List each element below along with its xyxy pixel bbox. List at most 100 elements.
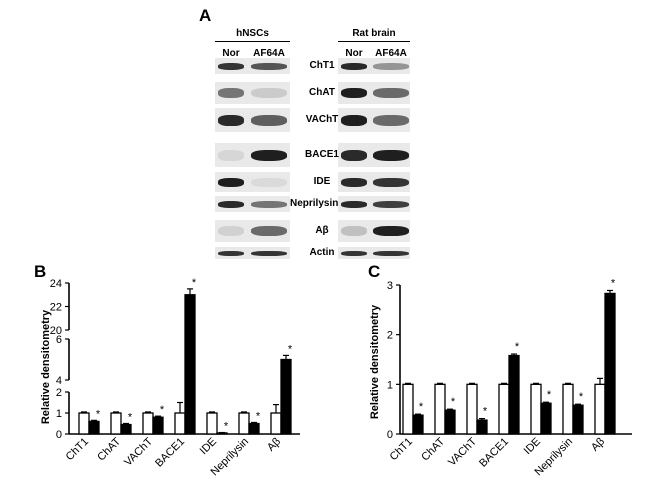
category-label: Aβ xyxy=(589,436,607,454)
blot-band xyxy=(373,200,409,208)
y-tick-label: 1 xyxy=(387,379,393,391)
blot-band xyxy=(373,114,409,126)
blot-band xyxy=(218,149,244,161)
blot-band xyxy=(251,88,287,98)
group-underline-hnscs xyxy=(215,41,290,42)
group-title-hnscs: hNSCs xyxy=(236,28,269,39)
significance-star: * xyxy=(128,412,133,424)
bar xyxy=(280,358,292,435)
bar xyxy=(444,409,456,435)
blot-band xyxy=(218,114,244,126)
blot-band xyxy=(218,250,244,256)
significance-star: * xyxy=(160,404,165,416)
significance-star: * xyxy=(224,421,229,433)
bar xyxy=(434,383,446,435)
category-label: ChT1 xyxy=(64,436,92,464)
bar xyxy=(152,416,164,435)
category-label: ChAT xyxy=(419,435,447,463)
category-label: IDE xyxy=(522,436,543,457)
blot-band xyxy=(341,200,367,208)
blot-band xyxy=(341,149,367,161)
y-axis-label: Relative densitometry xyxy=(40,309,52,424)
blot-band xyxy=(218,226,244,236)
significance-star: * xyxy=(579,391,584,403)
bar xyxy=(498,383,510,435)
panel-c-letter: C xyxy=(368,262,381,281)
significance-star: * xyxy=(256,410,261,422)
protein-label-abeta: Aβ xyxy=(315,225,329,236)
y-tick-label: 2 xyxy=(56,387,62,399)
blot-band xyxy=(251,200,287,208)
y-tick-label: 2 xyxy=(387,330,393,342)
bar xyxy=(508,354,520,435)
y-tick-label: 0 xyxy=(387,429,393,441)
blot-band xyxy=(251,226,287,236)
bar xyxy=(402,383,414,435)
significance-star: * xyxy=(515,341,520,353)
significance-star: * xyxy=(192,277,197,289)
column-label-rat-af64a: AF64A xyxy=(375,48,407,59)
significance-star: * xyxy=(547,389,552,401)
category-label: BACE1 xyxy=(153,436,187,470)
blot-band xyxy=(218,200,244,208)
bar xyxy=(412,414,424,435)
y-tick-label: 22 xyxy=(50,302,62,314)
blot-band xyxy=(218,177,244,187)
blot-band xyxy=(341,250,367,256)
blot-band xyxy=(251,62,287,70)
blot-band xyxy=(373,88,409,98)
protein-label-bace1: BACE1 xyxy=(305,149,339,160)
blot-band xyxy=(218,62,244,70)
bar xyxy=(248,422,260,435)
significance-star: * xyxy=(483,406,488,418)
protein-label-actin: Actin xyxy=(309,247,335,258)
protein-label-cht1: ChT1 xyxy=(309,60,335,71)
blot-band xyxy=(341,62,367,70)
column-label-hnscs-nor: Nor xyxy=(222,48,240,59)
bar xyxy=(572,404,584,435)
panel-b-letter: B xyxy=(34,262,47,281)
category-label: Aβ xyxy=(265,436,283,454)
blot-band xyxy=(341,88,367,98)
bar xyxy=(466,383,478,435)
blot-band xyxy=(251,114,287,126)
bar xyxy=(88,420,100,435)
bar xyxy=(206,412,218,435)
y-tick-label: 1 xyxy=(56,408,62,420)
bar xyxy=(530,383,542,435)
column-label-rat-nor: Nor xyxy=(345,48,363,59)
blot-band xyxy=(373,177,409,187)
bar xyxy=(184,294,196,435)
bar xyxy=(540,402,552,435)
significance-star: * xyxy=(288,343,293,355)
blot-band xyxy=(373,62,409,70)
bar xyxy=(120,423,132,435)
bar xyxy=(270,412,282,435)
protein-label-chat: ChAT xyxy=(309,87,335,98)
bar xyxy=(594,383,606,435)
y-tick-label: 6 xyxy=(56,334,62,346)
group-underline-rat-brain xyxy=(338,41,410,42)
blot-band xyxy=(341,177,367,187)
blot-band xyxy=(341,226,367,236)
panel-a-letter: A xyxy=(199,6,212,25)
significance-star: * xyxy=(96,408,101,420)
bar xyxy=(562,383,574,435)
significance-star: * xyxy=(611,277,616,289)
y-tick-label: 0 xyxy=(56,429,62,441)
category-label: VAChT xyxy=(446,435,479,468)
category-label: BACE1 xyxy=(477,436,511,470)
group-title-rat-brain: Rat brain xyxy=(352,28,396,39)
bar xyxy=(78,412,90,435)
bar xyxy=(238,412,250,435)
blot-band xyxy=(341,114,367,126)
blot-band xyxy=(251,250,287,256)
category-label: ChAT xyxy=(95,435,123,463)
protein-label-vacht: VAChT xyxy=(305,114,339,125)
bar xyxy=(110,412,122,435)
blot-band xyxy=(251,149,287,161)
category-label: IDE xyxy=(198,436,219,457)
bar xyxy=(142,412,154,435)
